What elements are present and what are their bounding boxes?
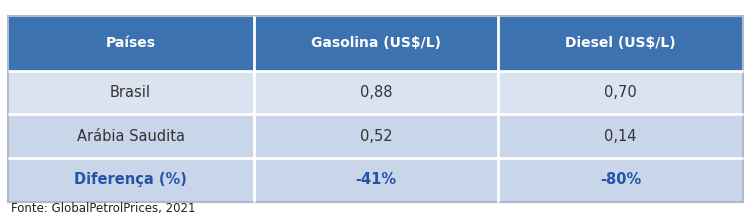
- Bar: [254, 158, 499, 202]
- Bar: [499, 114, 742, 158]
- Bar: [8, 114, 254, 158]
- Text: Brasil: Brasil: [110, 85, 151, 100]
- Text: 0,88: 0,88: [360, 85, 392, 100]
- Bar: [254, 16, 499, 71]
- Bar: [254, 114, 499, 158]
- Bar: [499, 16, 742, 71]
- Text: -41%: -41%: [356, 172, 397, 187]
- Bar: [8, 16, 742, 202]
- Text: Diesel (US$/L): Diesel (US$/L): [566, 36, 676, 50]
- Text: 0,52: 0,52: [360, 129, 392, 144]
- Bar: [499, 71, 742, 114]
- Text: Países: Países: [106, 36, 155, 50]
- Text: -80%: -80%: [600, 172, 641, 187]
- Text: Gasolina (US$/L): Gasolina (US$/L): [311, 36, 441, 50]
- Text: 0,70: 0,70: [604, 85, 637, 100]
- Bar: [499, 158, 742, 202]
- Bar: [254, 71, 499, 114]
- Text: 0,14: 0,14: [604, 129, 637, 144]
- Bar: [8, 158, 254, 202]
- Text: Fonte: GlobalPetrolPrices, 2021: Fonte: GlobalPetrolPrices, 2021: [11, 202, 196, 215]
- Bar: [8, 71, 254, 114]
- Bar: [8, 16, 254, 71]
- Text: Diferença (%): Diferença (%): [74, 172, 187, 187]
- Text: Arábia Saudita: Arábia Saudita: [76, 129, 184, 144]
